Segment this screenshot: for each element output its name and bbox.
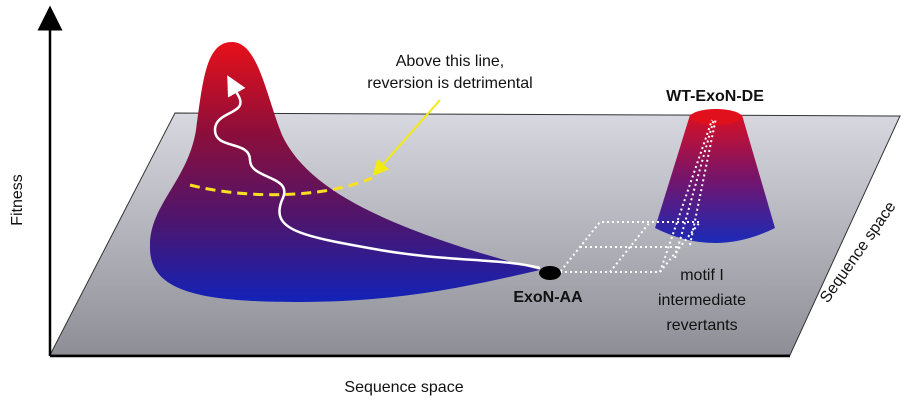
intermediates-line: intermediate (658, 292, 746, 309)
x-axis-label: Sequence space (344, 379, 463, 396)
intermediates-line: motif I (680, 267, 724, 284)
annotation-line: Above this line, (396, 53, 505, 70)
wild-type-label: WT-ExoN-DE (666, 88, 764, 105)
fitness-landscape-diagram: Fitness Sequence space Sequence space Ab… (0, 0, 904, 402)
exon-aa-point (539, 266, 561, 280)
mutant-label: ExoN-AA (513, 289, 583, 306)
y-axis-label: Fitness (9, 174, 26, 226)
intermediates-line: revertants (666, 317, 737, 334)
annotation-line: reversion is detrimental (367, 75, 532, 92)
